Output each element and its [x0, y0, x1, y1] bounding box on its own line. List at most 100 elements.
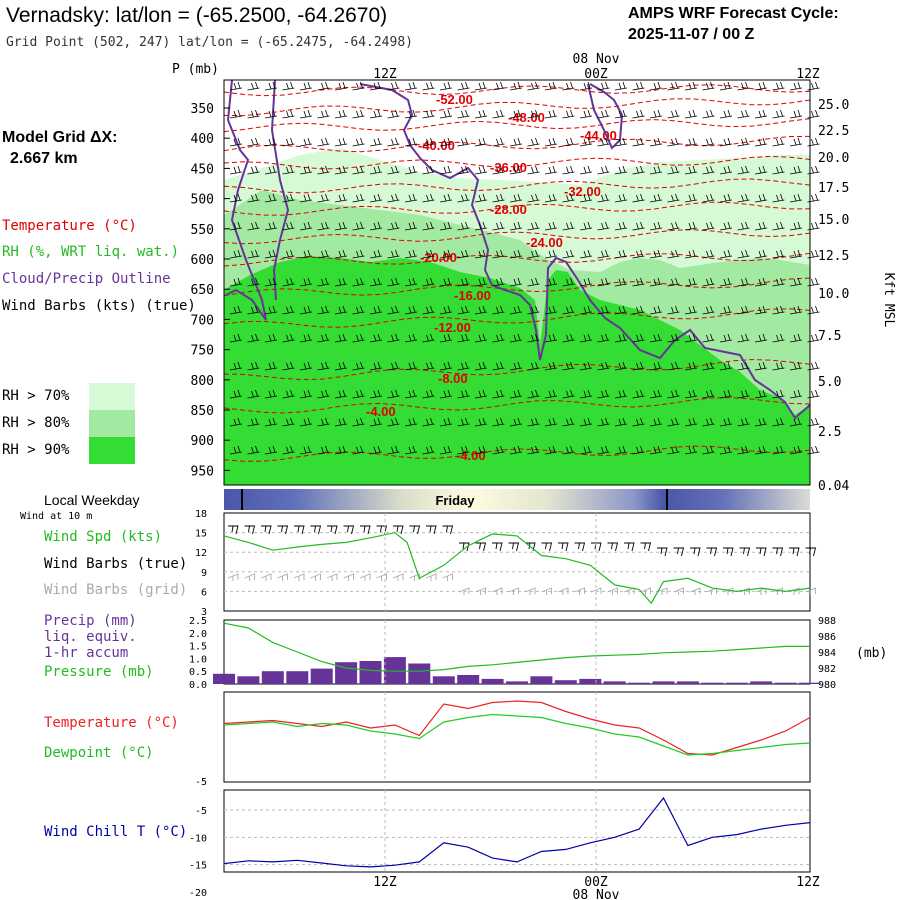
wind-barb [369, 109, 383, 119]
wind-barb [667, 249, 680, 259]
wind-barb-true [294, 525, 305, 535]
wind-barb-grid [326, 573, 338, 581]
wind-barb-true [541, 542, 553, 552]
wind-barb [597, 417, 610, 427]
wind-barb [579, 109, 593, 119]
wind-barb [404, 417, 418, 427]
wind-barb [352, 361, 365, 371]
wind-barb [632, 445, 645, 455]
wind-barb [457, 361, 470, 371]
wind-barb [457, 389, 470, 399]
wind-barb [702, 221, 715, 231]
wind-barb [579, 221, 593, 231]
wind-barb [282, 193, 295, 203]
wind-barb [282, 137, 295, 147]
height-tick: 7.5 [818, 329, 841, 344]
wind-barb [317, 109, 330, 119]
wind-barb [264, 333, 278, 343]
temperature-contour [223, 135, 811, 153]
wind-barb [702, 305, 715, 315]
wind-barb [754, 361, 768, 371]
wind-barb [614, 305, 628, 315]
wind-barb [737, 445, 750, 455]
temperature-contour-label: -36.00 [490, 160, 527, 175]
wind-barb [387, 333, 400, 343]
wind-barb [247, 81, 260, 91]
wind-barb-true [459, 542, 470, 552]
pressure-label: Pressure (mb) [44, 664, 154, 680]
wind-barb [282, 417, 295, 427]
wind-barb [282, 109, 295, 119]
wind-barb [597, 81, 610, 91]
wind-barb [439, 333, 453, 343]
wind-barb [562, 277, 575, 287]
temperature-contour-label: -4.00 [366, 404, 396, 419]
temperature-contour-label: -8.00 [438, 371, 468, 386]
temperature-contour-label: -52.00 [436, 92, 473, 107]
wind-barb-grid [508, 587, 519, 595]
wind-barb [579, 361, 593, 371]
height-tick: 25.0 [818, 98, 849, 113]
wind-barb [719, 333, 733, 343]
wind-barb [737, 81, 750, 91]
wind-barb [737, 417, 750, 427]
legend-rh90-swatch [89, 437, 135, 464]
wind-barb [509, 193, 523, 203]
forecast-cycle-label: AMPS WRF Forecast Cycle: [628, 5, 839, 22]
height-axis-label: Kft MSL [881, 273, 896, 328]
wind-barb [544, 109, 558, 119]
wind-barb [772, 389, 785, 399]
wind-barb-true [690, 547, 701, 557]
wind-barb [439, 445, 453, 455]
wind-barb [527, 277, 540, 287]
wind-barb [632, 333, 645, 343]
wind-barb [474, 389, 488, 399]
wind-barb [754, 249, 768, 259]
wind-barb [299, 193, 313, 203]
wind-barb [614, 361, 628, 371]
wind-barb [702, 417, 715, 427]
wind-barb [474, 417, 488, 427]
wind-barb [369, 277, 383, 287]
precip-bar [774, 682, 797, 684]
wind-barb [597, 445, 610, 455]
wind-barb [579, 193, 593, 203]
wind-barb [387, 109, 400, 119]
wind-barb [544, 417, 558, 427]
wind-barb [264, 305, 278, 315]
wind-barb-grid [376, 573, 387, 581]
wind-barb [632, 109, 645, 119]
wind-barb [457, 165, 470, 175]
wind-barbs-grid-label: Wind Barbs (grid) [44, 582, 187, 598]
wind-barb [474, 277, 488, 287]
wind-barb [317, 333, 330, 343]
wind-barb [404, 165, 418, 175]
bottom-date-label: 08 Nov [573, 888, 620, 900]
dewpoint-label: Dewpoint (°C) [44, 745, 154, 761]
wind-barb [579, 137, 593, 147]
wind-y-tick: 3 [201, 607, 207, 618]
wind-barb [579, 333, 593, 343]
wind-barb [422, 333, 435, 343]
wind-barb [352, 417, 365, 427]
wind-barb [422, 277, 435, 287]
wind-barb [614, 193, 628, 203]
pressure-tick: 700 [191, 313, 214, 328]
legend-cloud-outline: Cloud/Precip Outline [2, 271, 171, 287]
wind-barb [299, 81, 313, 91]
wind-barb [614, 445, 628, 455]
precip-bar [286, 671, 309, 684]
wind-barb [264, 277, 278, 287]
wind-barb [229, 81, 243, 91]
wind-barb [702, 361, 715, 371]
wind-barb [562, 165, 575, 175]
wind-barb [299, 165, 313, 175]
wind-barb-true [756, 547, 767, 557]
wind-speed-label: Wind Spd (kts) [44, 529, 162, 545]
wind-barb [334, 417, 348, 427]
wind-speed-line [223, 531, 811, 605]
wind-barb [544, 221, 558, 231]
wind-barb [317, 417, 330, 427]
wind-barb [264, 81, 278, 91]
pressure-tick: 950 [191, 464, 214, 479]
